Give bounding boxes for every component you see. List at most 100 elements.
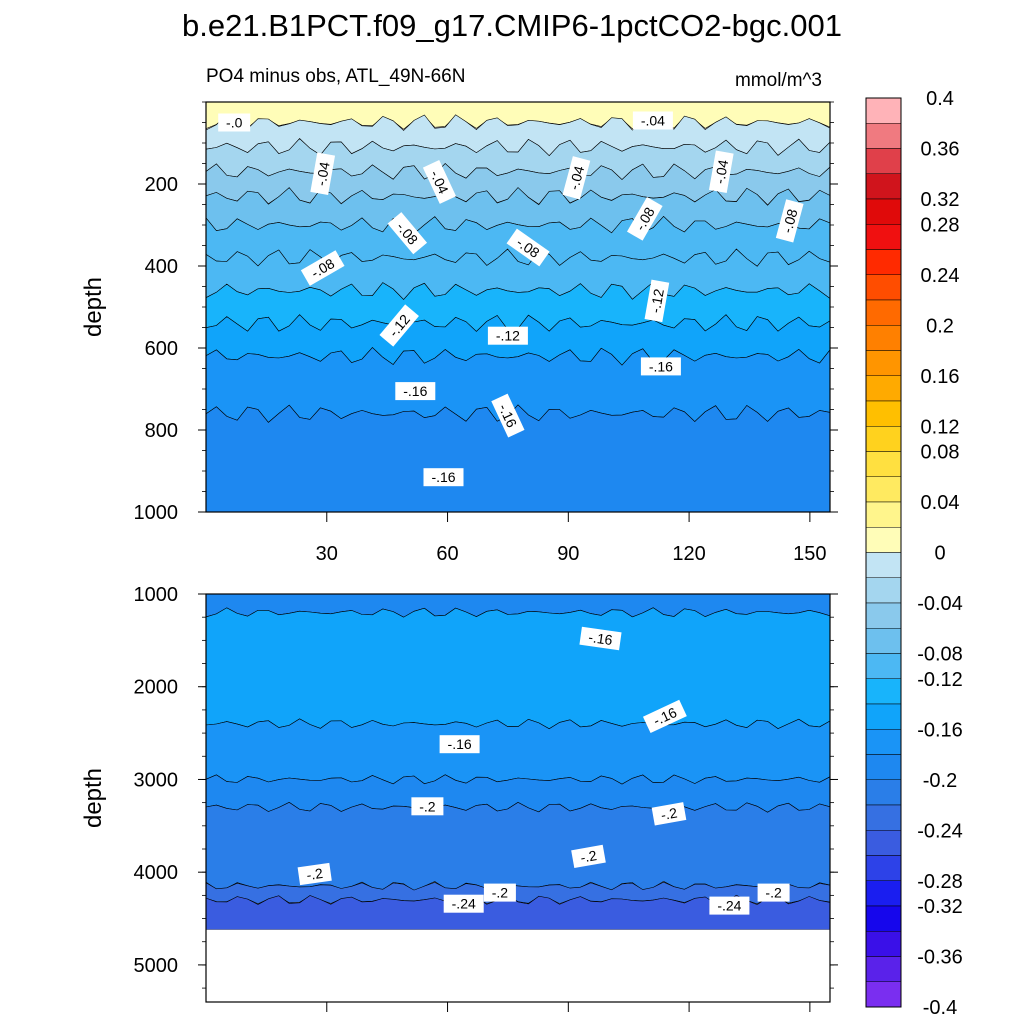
x-tick-label: 60: [436, 543, 458, 565]
colorbar-box: [865, 905, 902, 932]
panel-frame: [205, 593, 831, 1003]
colorbar-box: [865, 552, 902, 578]
colorbar-label: -0.32: [917, 896, 963, 918]
contour-label-box: [297, 862, 332, 886]
contour-label-box: [640, 357, 681, 376]
colorbar-box: [865, 350, 902, 376]
colorbar-label: -0.36: [917, 947, 963, 969]
contour-label-box: [387, 212, 428, 255]
contour-label-box: [300, 250, 345, 286]
colorbar-label: 0.16: [921, 366, 960, 388]
colorbar-label: 0.32: [921, 189, 960, 211]
colorbar-frame: [865, 97, 902, 1008]
contour-label-box: [579, 626, 622, 651]
colorbar-box: [865, 653, 902, 679]
contour-label: -.08: [775, 199, 804, 243]
colorbar-label: -0.24: [917, 820, 963, 842]
y-tick-label: 200: [145, 174, 178, 196]
contour-label-box: [310, 152, 336, 196]
contour-label-box: [439, 735, 480, 754]
colorbar-box: [865, 602, 902, 629]
contour-label-text: -.2: [305, 865, 324, 883]
contour-label: -.16: [640, 357, 681, 376]
contour-label: -.2: [651, 802, 687, 826]
contour-label-box: [491, 393, 525, 438]
colorbar-label: -0.4: [923, 997, 957, 1019]
contour-label-box: [757, 883, 790, 902]
colorbar-box: [865, 476, 902, 503]
colorbar-label: 0.04: [921, 492, 960, 514]
colorbar-box: [865, 426, 902, 452]
contour-label-box: [395, 382, 436, 401]
colorbar-box: [865, 703, 902, 730]
colorbar-label: 0: [934, 543, 945, 565]
contour-label-box: [411, 797, 444, 816]
colorbar-label: 0.28: [921, 214, 960, 236]
contour-label: -.2: [297, 862, 332, 886]
contour-label-text: -.0: [226, 115, 243, 131]
contour-band: [205, 607, 831, 730]
colorbar-box: [865, 299, 902, 326]
colorbar-box: [865, 956, 902, 982]
colorbar-box: [865, 224, 902, 250]
contour-label-text: -.16: [649, 358, 673, 374]
y-axis-label: depth: [80, 277, 107, 337]
contour-band: [205, 718, 831, 785]
contour-label: -.16: [423, 468, 464, 487]
contour-label-box: [644, 279, 670, 323]
contour-label-text: -.12: [647, 287, 667, 314]
contour-label: -.0: [218, 113, 251, 132]
colorbar-label: -0.04: [917, 593, 963, 615]
colorbar-box: [865, 804, 902, 831]
contour-label: -.12: [487, 326, 528, 345]
contour-label-text: -.2: [419, 798, 436, 814]
colorbar-box: [865, 678, 902, 705]
colorbar-label: -0.16: [917, 719, 963, 741]
contour-label-box: [483, 883, 516, 902]
colorbar-label: -0.08: [917, 644, 963, 666]
y-tick-label: 400: [145, 256, 178, 278]
chart-title: b.e21.B1PCT.f09_g17.CMIP6-1pctCO2-bgc.00…: [182, 8, 842, 43]
colorbar-label: 0.4: [926, 88, 954, 110]
x-tick-label: 150: [793, 543, 826, 565]
x-tick-label: 90: [557, 543, 579, 565]
colorbar-box: [865, 880, 902, 907]
contour-label: -.04: [310, 152, 336, 196]
contour-label: -.16: [579, 626, 622, 651]
y-axis-label: depth: [80, 768, 107, 828]
colorbar-label: 0.36: [921, 139, 960, 161]
colorbar-box: [865, 729, 902, 755]
colorbar-label: 0.12: [921, 416, 960, 438]
contour-label-box: [422, 159, 457, 204]
colorbar-box: [865, 628, 902, 654]
contour-label-text: -.04: [641, 113, 665, 129]
contour-label-box: [632, 111, 673, 130]
contour-label-text: -.16: [431, 469, 455, 485]
y-tick-label: 800: [145, 420, 178, 442]
contour-label-text: -.16: [403, 383, 427, 399]
contour-label: -.04: [708, 150, 734, 193]
contour-label-text: -.04: [313, 160, 333, 187]
contour-label: -.24: [709, 896, 750, 915]
contour-label: -.2: [483, 883, 516, 902]
colorbar-label: 0.2: [926, 315, 954, 337]
contour-label-box: [571, 844, 606, 869]
y-tick-label: 600: [145, 338, 178, 360]
contour-label-text: -.2: [660, 804, 679, 823]
contour-label-text: -.24: [452, 896, 476, 912]
colorbar-box: [865, 501, 902, 528]
contour-label-text: -.2: [579, 847, 598, 866]
colorbar-box: [865, 198, 902, 225]
no-data-region: [206, 929, 830, 1002]
contour-label: -.04: [562, 156, 591, 200]
colorbar-box: [865, 754, 902, 780]
contour-label-text: -.08: [779, 207, 801, 235]
y-tick-label: 2000: [134, 677, 179, 699]
x-tick-label: 30: [316, 543, 338, 565]
colorbar-box: [865, 375, 902, 402]
contour-label-box: [506, 228, 550, 267]
y-tick-label: 1000: [134, 584, 179, 606]
y-tick-label: 3000: [134, 769, 179, 791]
contour-label-box: [487, 326, 528, 345]
